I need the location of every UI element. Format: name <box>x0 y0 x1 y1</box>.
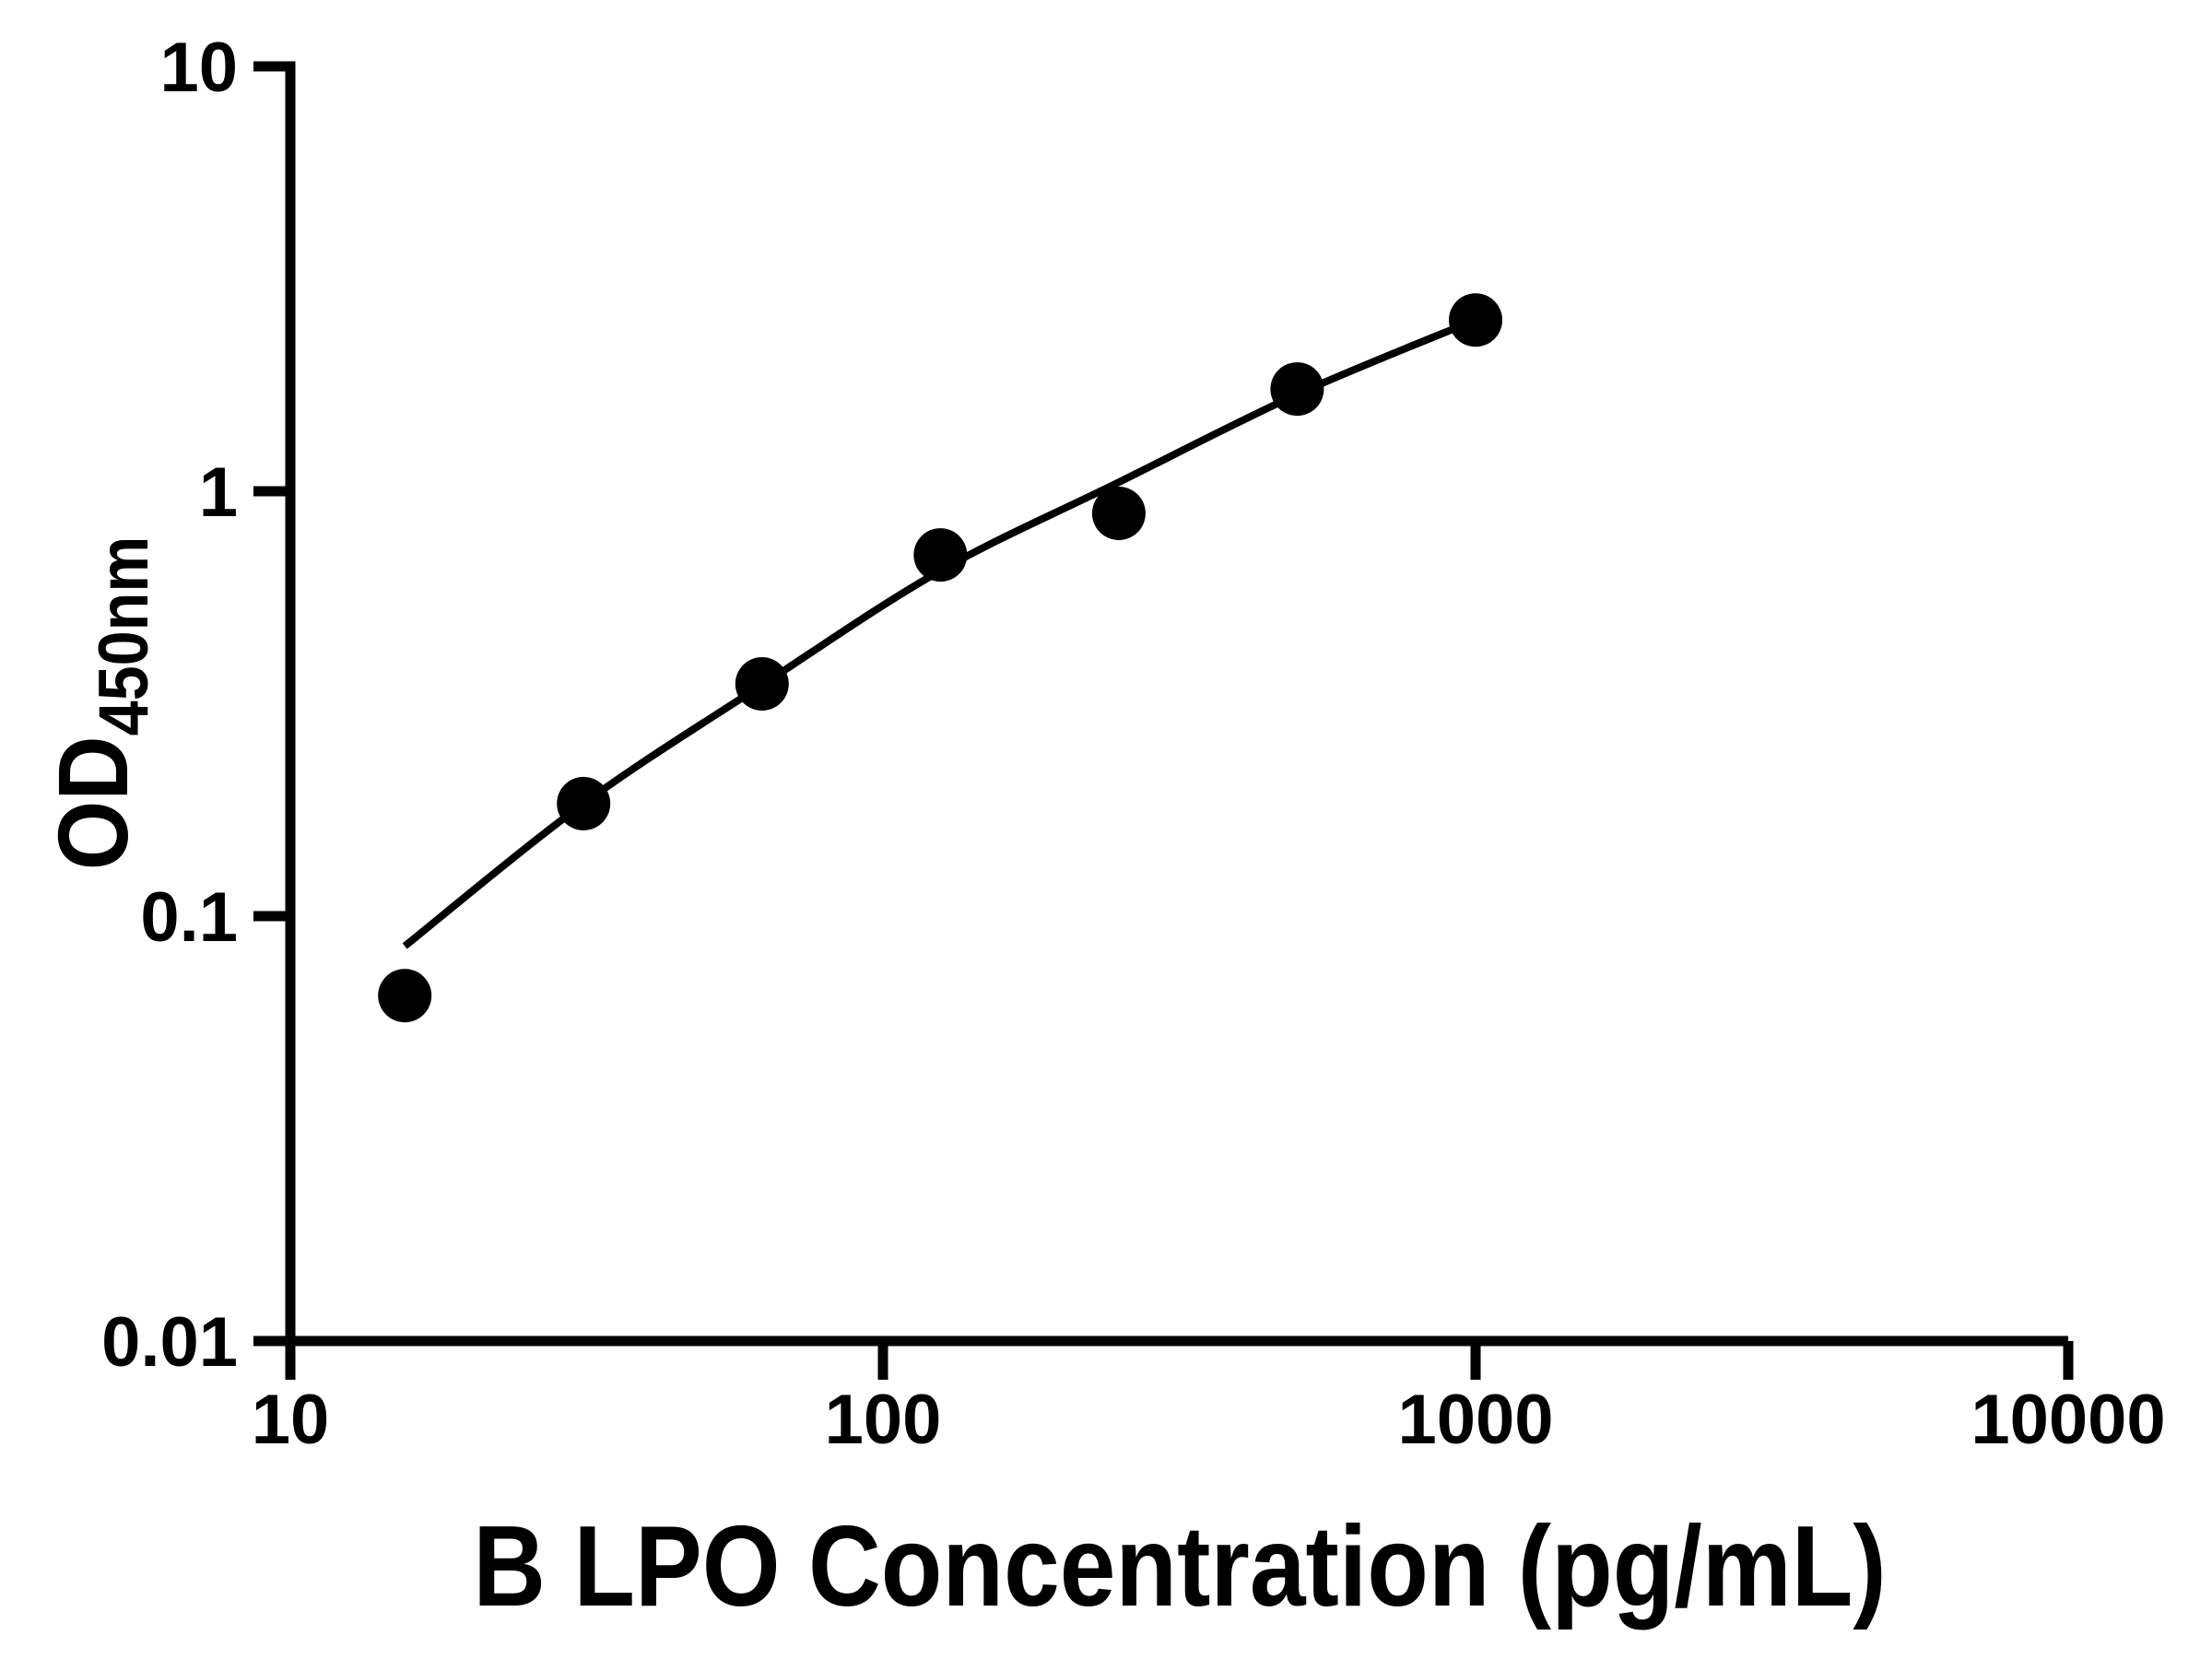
y-tick-label: 1 <box>199 453 238 532</box>
x-axis-title: B LPO Concentration (pg/mL) <box>473 1501 1886 1630</box>
x-tick-label: 1000 <box>1397 1381 1553 1459</box>
x-tick-label: 10 <box>252 1381 330 1459</box>
y-axis-title: OD450nm <box>37 536 163 870</box>
data-point <box>1270 362 1324 417</box>
data-point <box>735 657 789 711</box>
x-axis-title-group: B LPO Concentration (pg/mL) <box>473 1501 1886 1630</box>
y-axis-title-group: OD450nm <box>37 536 163 870</box>
data-point <box>913 528 968 582</box>
fit-curve <box>402 316 1477 949</box>
y-tick-label: 0.1 <box>140 878 238 957</box>
x-tick-label: 10000 <box>1971 1381 2165 1459</box>
data-point <box>1449 293 1502 347</box>
y-axis-title-subscript: 450nm <box>86 536 163 736</box>
data-point <box>378 969 432 1023</box>
data-point <box>557 776 611 830</box>
y-tick-label: 10 <box>159 29 238 107</box>
data-point <box>1091 487 1146 540</box>
y-tick-label: 0.01 <box>101 1303 238 1382</box>
x-tick-label: 100 <box>825 1381 942 1459</box>
y-axis-title-main: OD <box>37 735 148 870</box>
y-axis <box>253 61 296 1380</box>
